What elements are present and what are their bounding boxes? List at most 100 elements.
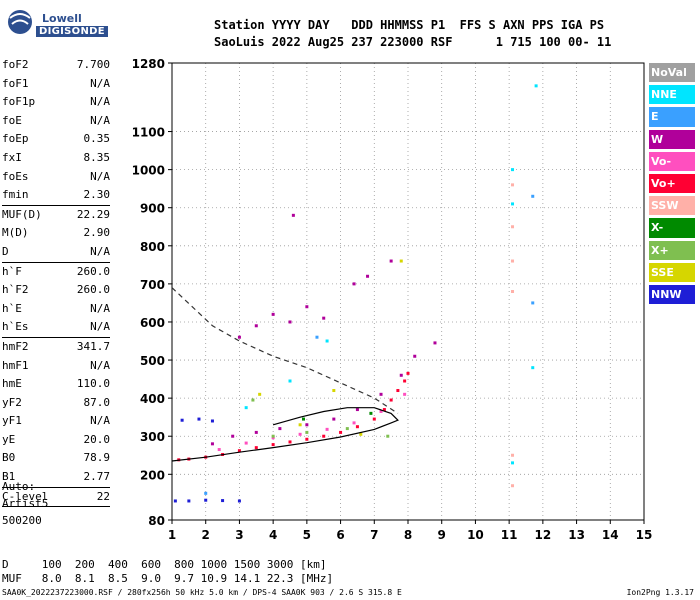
param-label: C-level	[2, 489, 49, 503]
echo-point	[406, 371, 410, 375]
y-tick-label: 800	[140, 240, 165, 254]
y-tick-label: 600	[140, 316, 165, 330]
param-value: N/A	[90, 113, 110, 127]
param-value: N/A	[90, 320, 110, 334]
echo-point	[288, 320, 292, 324]
param-label: hmF2	[2, 339, 29, 353]
param-label: foF1	[2, 76, 29, 90]
y-tick-label: 400	[140, 392, 165, 406]
legend-item-e: E	[649, 107, 695, 127]
param-row: hmE 110.0	[2, 375, 110, 394]
param-row: h`F2 260.0	[2, 281, 110, 300]
param-row: B0 78.9	[2, 449, 110, 468]
echo-point	[511, 168, 515, 172]
param-value: 260.0	[76, 264, 110, 278]
x-tick-label: 13	[568, 528, 585, 542]
echo-point	[197, 417, 201, 421]
param-row: yE 20.0	[2, 431, 110, 450]
scaled-parameters-panel: foF2 7.700 foF1 N/A foF1p N/A foE N/A foEp 0.35 fx…	[2, 56, 110, 508]
echo-point	[325, 339, 329, 343]
param-row: fxI 8.35	[2, 149, 110, 168]
echo-point	[403, 379, 407, 383]
param-row: h`Es N/A	[2, 318, 110, 337]
param-value: 2.90	[83, 226, 111, 240]
param-separator	[2, 486, 110, 488]
x-tick-label: 8	[404, 528, 412, 542]
param-row: h`F 260.0	[2, 263, 110, 282]
param-label: foF1p	[2, 95, 36, 109]
echo-point	[251, 398, 255, 402]
param-label: foEs	[2, 169, 29, 183]
echo-point	[322, 434, 326, 438]
echo-point	[325, 427, 329, 431]
echo-point	[254, 324, 258, 328]
echo-point	[531, 301, 535, 305]
legend-item-ssw: SSW	[649, 196, 695, 216]
echo-point	[254, 430, 258, 434]
x-tick-label: 10	[467, 528, 484, 542]
param-row: hmF1 N/A	[2, 357, 110, 376]
y-tick-label: 200	[140, 468, 165, 482]
header-line-1: Station YYYY DAY DDD HHMMSS P1 FFS S AXN…	[214, 18, 605, 32]
echo-point	[244, 406, 248, 410]
legend-item-vo-: Vo-	[649, 151, 695, 171]
x-tick-label: 14	[602, 528, 619, 542]
param-label: hmE	[2, 377, 22, 391]
echo-point	[511, 484, 515, 488]
echo-point	[366, 274, 370, 278]
param-value: 22.29	[76, 207, 110, 221]
muf-row: MUF 8.0 8.1 8.5 9.0 9.7 10.9 14.1 22.3 […	[2, 572, 334, 585]
logo-text-digisonde: DIGISONDE	[36, 26, 108, 37]
param-row: yF2 87.0	[2, 394, 110, 413]
echo-point	[352, 421, 356, 425]
echo-point	[237, 335, 241, 339]
echo-point	[305, 437, 309, 441]
param-label: D	[2, 244, 9, 258]
param-value: N/A	[90, 301, 110, 315]
param-row: D N/A	[2, 243, 110, 262]
legend-item-nne: NNE	[649, 85, 695, 105]
param-value: 110.0	[76, 377, 110, 391]
param-row: foF1p N/A	[2, 93, 110, 112]
param-label: h`F	[2, 264, 22, 278]
echo-point	[511, 259, 515, 263]
echo-point	[355, 425, 359, 429]
param-label: MUF(D)	[2, 207, 42, 221]
y-tick-label: 80	[148, 514, 165, 528]
y-tick-label: 300	[140, 430, 165, 444]
param-label: B0	[2, 451, 16, 465]
echo-point	[339, 430, 343, 434]
echo-point	[180, 418, 184, 422]
echo-point	[278, 427, 282, 431]
param-label: foEp	[2, 132, 29, 146]
electron-density-profile	[171, 407, 399, 462]
echo-point	[355, 408, 359, 412]
echo-point	[271, 436, 275, 440]
echo-point	[291, 213, 295, 217]
param-value: N/A	[90, 76, 110, 90]
auto-code-label: 500200	[2, 514, 42, 527]
param-row: M(D) 2.90	[2, 224, 110, 243]
echo-point	[511, 202, 515, 206]
legend-item-nnw: NNW	[649, 284, 695, 305]
profile-extrapolation	[171, 287, 399, 414]
file-info: SAA0K_2022237223000.RSF / 280fx256h 50 k…	[2, 588, 402, 597]
x-tick-label: 2	[202, 528, 210, 542]
legend-item-sse: SSE	[649, 262, 695, 282]
echo-point	[173, 499, 177, 503]
echo-point	[359, 432, 363, 436]
echo-point	[332, 417, 336, 421]
x-tick-label: 15	[636, 528, 653, 542]
param-label: yF1	[2, 414, 22, 428]
echo-point	[511, 453, 515, 457]
param-value: N/A	[90, 358, 110, 372]
auto-artist-label: Artist5	[2, 497, 49, 510]
param-row: foF1 N/A	[2, 75, 110, 94]
echo-point	[389, 259, 393, 263]
param-label: h`Es	[2, 320, 29, 334]
distance-row: D 100 200 400 600 800 1000 1500 3000 [km…	[2, 558, 327, 571]
echo-point	[258, 392, 262, 396]
echo-point	[271, 312, 275, 316]
y-tick-label: 500	[140, 354, 165, 368]
echo-point	[254, 446, 258, 450]
